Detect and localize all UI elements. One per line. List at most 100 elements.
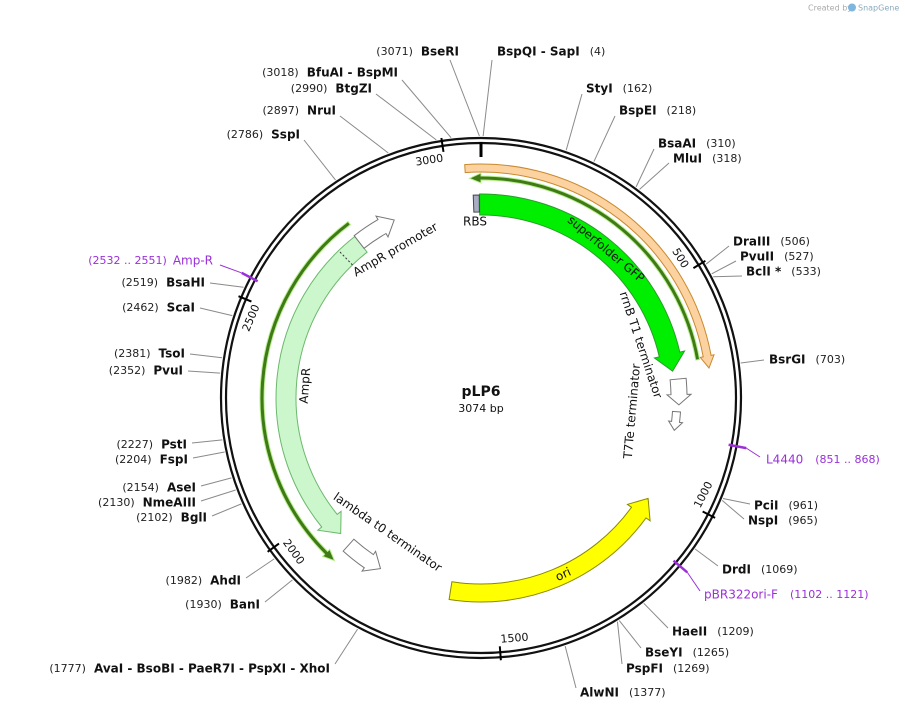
site-position: (4) — [590, 45, 606, 58]
site-position: (1777) — [49, 662, 86, 675]
site-line — [449, 59, 480, 137]
site-name: AvaI - BsoBI - PaeR7I - PspXI - XhoI — [94, 662, 330, 676]
site-position: (2154) — [122, 481, 159, 494]
tick-mark — [238, 295, 252, 303]
site-position: (2897) — [262, 104, 299, 117]
primer-tick — [672, 559, 689, 574]
site-line — [264, 579, 293, 603]
ori-arrow — [448, 497, 651, 603]
site-position: (1269) — [673, 662, 710, 675]
site-position: (2352) — [109, 364, 146, 377]
site-position: (2786) — [227, 128, 264, 141]
site-line — [565, 93, 583, 151]
site-position: (1209) — [717, 625, 754, 638]
primer-tick — [241, 271, 259, 283]
site-name: TsoI — [159, 347, 185, 361]
site-line — [639, 162, 670, 190]
site-name: BtgZI — [335, 82, 372, 96]
site-name: BanI — [230, 598, 260, 612]
site-position: (1930) — [185, 598, 222, 611]
site-line — [303, 139, 336, 181]
site-line — [635, 148, 655, 188]
primer-line — [746, 447, 761, 458]
ampr-divider — [338, 250, 353, 266]
site-position: (2227) — [116, 438, 153, 451]
site-position: (162) — [623, 82, 653, 95]
site-position: (965) — [788, 514, 818, 527]
site-line — [616, 621, 623, 665]
site-line — [334, 628, 358, 665]
gfp-strand — [468, 172, 701, 361]
logo — [848, 3, 856, 12]
site-name: BsaHI — [166, 276, 205, 290]
site-line — [199, 307, 233, 317]
site-position: (2381) — [114, 347, 151, 360]
site-line — [564, 645, 577, 689]
primer-name: L4440 — [766, 453, 803, 467]
site-name: BglI — [181, 511, 207, 525]
site-name: SspI — [271, 128, 300, 142]
site-name: NruI — [307, 104, 336, 118]
site-position: (2130) — [98, 496, 135, 509]
site-line — [593, 115, 616, 162]
site-name: BclI * — [746, 265, 782, 279]
gfp-arrow — [479, 193, 686, 372]
site-line — [187, 370, 221, 374]
watermark-brand: SnapGene — [858, 4, 899, 13]
site-line — [722, 497, 751, 505]
site-name: BseRI — [421, 45, 459, 59]
site-line — [339, 115, 389, 154]
site-position: (1377) — [629, 686, 666, 699]
ampr-arrow — [275, 235, 368, 535]
site-line — [713, 275, 743, 278]
site-name: BseYI — [645, 646, 683, 660]
site-name: DrdI — [722, 563, 751, 577]
site-position: (1982) — [166, 574, 203, 587]
primer-line — [219, 264, 242, 274]
ampr-strand — [259, 220, 352, 562]
plasmid-size: 3074 bp — [458, 402, 503, 415]
site-line — [192, 451, 225, 459]
site-name: ScaI — [167, 301, 195, 315]
cds-band — [464, 163, 715, 369]
site-line — [711, 260, 737, 275]
tick-mark — [702, 510, 716, 519]
site-position: (527) — [784, 250, 814, 263]
site-name: AhdI — [210, 574, 241, 588]
site-line — [200, 489, 236, 502]
site-name: NmeAIII — [143, 496, 196, 510]
site-line — [694, 548, 719, 567]
site-position: (3071) — [376, 45, 413, 58]
site-position: (961) — [789, 499, 819, 512]
feature-label: ori — [553, 565, 573, 584]
site-line — [721, 500, 745, 520]
site-name: BsaAI — [658, 137, 696, 151]
site-name: AseI — [167, 481, 196, 495]
site-name: PspFI — [626, 662, 663, 676]
site-line — [375, 93, 437, 141]
site-name: DraIII — [733, 235, 770, 249]
ampr-promoter-arrow — [353, 215, 395, 250]
site-name: PciI — [754, 499, 779, 513]
primer-name: Amp-R — [173, 254, 213, 268]
site-position: (218) — [667, 104, 697, 117]
lambda-arrow — [342, 538, 382, 572]
backbone-outer — [219, 136, 743, 660]
tick-label: 1500 — [500, 631, 529, 646]
site-position: (2990) — [291, 82, 328, 95]
site-line — [618, 620, 642, 649]
site-line — [705, 245, 730, 265]
site-position: (2462) — [122, 301, 159, 314]
site-name: PvuI — [153, 364, 183, 378]
plasmid-name: pLP6 — [462, 384, 501, 400]
site-position: (2204) — [115, 453, 152, 466]
site-position: (533) — [791, 265, 821, 278]
t7te-arrow — [667, 410, 684, 432]
primer-name: pBR322ori-F — [704, 588, 778, 602]
site-name: MluI — [673, 152, 702, 166]
site-line — [643, 602, 669, 629]
primer-tick — [728, 443, 747, 450]
site-line — [189, 353, 223, 359]
site-position: (3018) — [262, 66, 299, 79]
